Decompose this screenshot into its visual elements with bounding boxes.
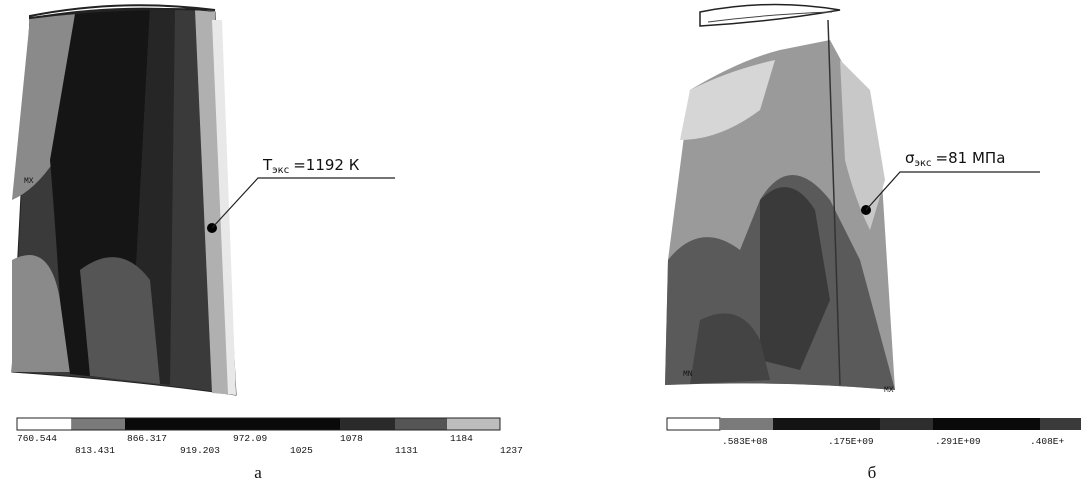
legend-label: .583E+08 [722, 436, 768, 447]
legend-label: 1131 [395, 445, 418, 456]
legend-label: 866.317 [127, 433, 167, 444]
colorbar-labels: .583E+08 .175E+09 .291E+09 .408E+ [722, 436, 1065, 447]
marker: MN [683, 370, 693, 379]
legend-label: 1237 [500, 445, 523, 456]
annotation: σэкс =81 МПа [861, 149, 1040, 215]
marker: MX [884, 386, 894, 395]
colorbar-labels: 760.544 813.431 866.317 919.203 972.09 1… [17, 433, 523, 456]
annotation: Tэкс =1192 К [207, 156, 395, 233]
legend-label: 760.544 [17, 433, 57, 444]
caption: б [868, 463, 877, 482]
annotation-text: Tэкс =1192 К [262, 156, 360, 176]
legend-label: 972.09 [233, 433, 268, 444]
caption: а [254, 463, 262, 482]
annotation-text: σэкс =81 МПа [905, 149, 1005, 169]
legend-label: 1184 [450, 433, 473, 444]
blade-temperature: MX [11, 4, 237, 396]
colorbar [16, 417, 501, 431]
legend-label: 919.203 [180, 445, 220, 456]
colorbar [666, 417, 1081, 431]
marker: MX [24, 177, 34, 186]
legend-label: .408E+ [1030, 436, 1065, 447]
legend-label: 1025 [290, 445, 313, 456]
legend-label: 1078 [340, 433, 363, 444]
legend-label: .291E+09 [935, 436, 981, 447]
legend-label: .175E+09 [828, 436, 874, 447]
blade-stress: MN MX [665, 3, 895, 395]
legend-label: 813.431 [75, 445, 115, 456]
